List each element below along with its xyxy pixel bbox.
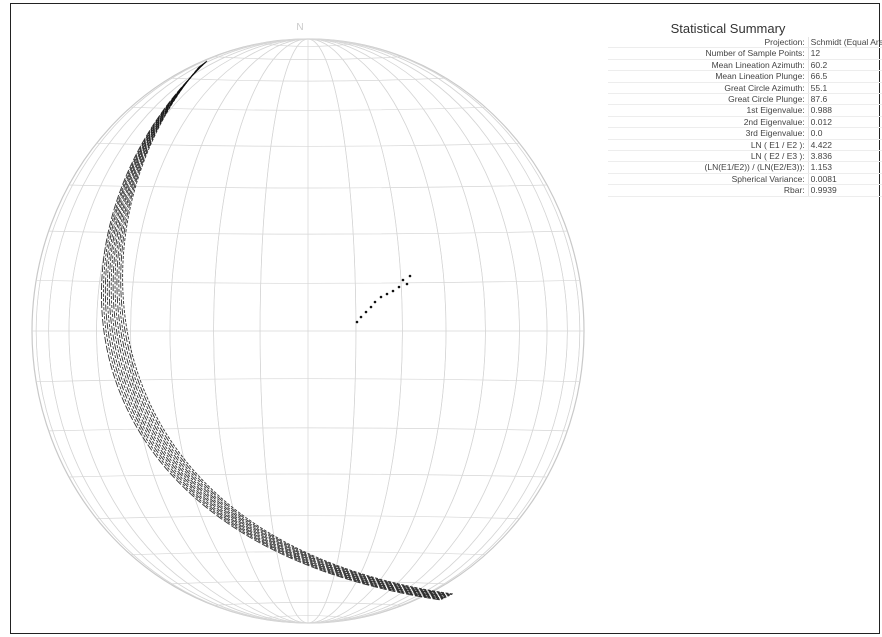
summary-value: 12 (808, 47, 882, 60)
great-circle-arcs (101, 60, 454, 601)
parallel-line (96, 142, 520, 147)
summary-row: 2nd Eigenvalue: 0.012 (608, 116, 882, 129)
summary-value: 66.5 (808, 70, 882, 83)
parallel-line (68, 473, 548, 478)
stereonet-plot: N (31, 22, 585, 624)
great-circle-arc (116, 65, 450, 597)
summary-row: Great Circle Azimuth: 55.1 (608, 82, 882, 95)
figure-frame: N Statistical Summary Projection: Schmidt… (10, 3, 882, 634)
summary-table: Projection:Schmidt (Equal Area)Number of… (608, 37, 882, 197)
parallel-line (213, 56, 403, 60)
lineation-points (355, 274, 412, 324)
summary-value: 0.012 (808, 116, 882, 129)
summary-value: 55.1 (808, 82, 882, 95)
great-circle-arc (101, 60, 442, 601)
parallel-line (48, 427, 568, 432)
lineation-point (379, 295, 383, 299)
summary-key: LN ( E1 / E2 ): (608, 139, 809, 152)
lineation-point (373, 300, 377, 304)
great-circle-arc (102, 61, 443, 600)
summary-row: Projection:Schmidt (Equal Area) (608, 37, 882, 49)
summary-key: 1st Eigenvalue: (608, 104, 809, 117)
summary-key: Spherical Variance: (608, 173, 809, 186)
summary-value: 4.422 (808, 139, 882, 152)
summary-key: Projection: (608, 37, 809, 49)
parallel-line (96, 515, 520, 520)
great-circle-arc (114, 64, 449, 597)
lineation-point (401, 278, 405, 282)
great-circle-arc (112, 63, 448, 598)
parallel-line (260, 43, 356, 47)
summary-key: Number of Sample Points: (608, 47, 809, 60)
north-label: N (296, 22, 303, 33)
great-circle-arc (104, 61, 444, 600)
lineation-point (397, 285, 401, 289)
lineation-point (359, 315, 363, 319)
summary-row: LN ( E1 / E2 ): 4.422 (608, 139, 882, 152)
parallel-line (213, 602, 403, 606)
summary-row: Rbar: 0.9939 (608, 184, 882, 197)
summary-row: (LN(E1/E2)) / (LN(E2/E3)): 1.153 (608, 161, 882, 174)
great-circle-arc (122, 66, 454, 595)
parallel-line (169, 580, 447, 585)
summary-key: Great Circle Azimuth: (608, 82, 809, 95)
summary-key: Mean Lineation Azimuth: (608, 59, 809, 72)
summary-row: Mean Lineation Plunge: 66.5 (608, 70, 882, 83)
summary-value: 1.153 (808, 161, 882, 174)
great-circle-arc (118, 65, 451, 596)
great-circle-arc (110, 63, 447, 598)
parallel-line (48, 230, 568, 235)
summary-row: Number of Sample Points: 12 (608, 47, 882, 60)
equal-area-grid (31, 38, 585, 624)
lineation-point (385, 292, 389, 296)
summary-value: Schmidt (Equal Area) (808, 37, 882, 49)
summary-title: Statistical Summary (670, 21, 786, 36)
lineation-point (408, 274, 412, 278)
summary-key: (LN(E1/E2)) / (LN(E2/E3)): (608, 161, 809, 174)
parallel-line (260, 615, 356, 619)
summary-value: 0.9939 (808, 184, 882, 197)
summary-key: 2nd Eigenvalue: (608, 116, 809, 129)
summary-key: Mean Lineation Plunge: (608, 70, 809, 83)
parallel-line (130, 551, 486, 556)
great-circle-arc (106, 62, 445, 599)
great-circle-arc (120, 66, 452, 595)
summary-value: 3.836 (808, 150, 882, 163)
summary-row: Mean Lineation Azimuth: 60.2 (608, 59, 882, 72)
great-circle-arc (108, 62, 446, 599)
lineation-point (364, 310, 368, 314)
statistical-summary: Statistical Summary Projection: Schmidt (… (608, 22, 882, 197)
summary-row: Spherical Variance: 0.0081 (608, 173, 882, 186)
lineation-point (369, 305, 373, 309)
summary-value: 0.0 (808, 127, 882, 140)
summary-value: 0.988 (808, 104, 882, 117)
lineation-point (405, 282, 409, 286)
summary-key: 3rd Eigenvalue: (608, 127, 809, 140)
parallel-line (169, 77, 447, 82)
summary-value: 87.6 (808, 93, 882, 106)
summary-row: 1st Eigenvalue: 0.988 (608, 104, 882, 117)
parallel-line (36, 279, 580, 284)
summary-row: Great Circle Plunge: 87.6 (608, 93, 882, 106)
lineation-point (391, 289, 395, 293)
summary-key: Great Circle Plunge: (608, 93, 809, 106)
summary-value: 60.2 (808, 59, 882, 72)
summary-key: LN ( E2 / E3 ): (608, 150, 809, 163)
parallel-line (130, 106, 486, 111)
summary-value: 0.0081 (808, 173, 882, 186)
parallel-line (36, 378, 580, 383)
summary-row: 3rd Eigenvalue: 0.0 (608, 127, 882, 140)
summary-row: LN ( E2 / E3 ): 3.836 (608, 150, 882, 163)
lineation-point (355, 320, 359, 324)
summary-key: Rbar: (608, 184, 809, 197)
